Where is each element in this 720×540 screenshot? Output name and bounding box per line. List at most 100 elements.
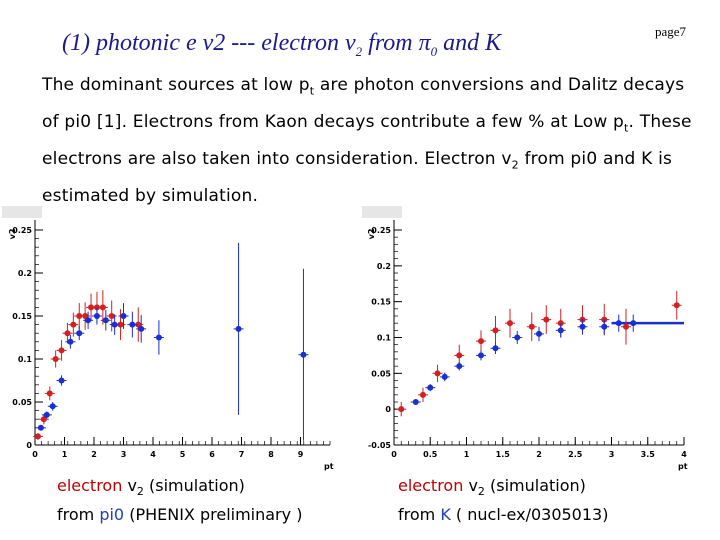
red-data-point: [70, 321, 77, 328]
red-data-point: [40, 416, 47, 423]
blue-data-point: [427, 384, 434, 391]
kaon-v2-plot: 0 0.5 1 1.5 2 2.5 3 3.5 4-0.0500.050.10.150.20.2…: [362, 206, 688, 471]
blue-data-point: [557, 327, 564, 334]
blue-data-point: [492, 345, 499, 352]
red-data-point: [456, 352, 463, 359]
red-data-point: [398, 406, 405, 413]
red-data-point: [88, 304, 95, 311]
x-tick-label: 3: [609, 450, 615, 459]
left-plot-caption: electron v2 (simulation) from pi0 (PHENI…: [57, 476, 303, 525]
page-number: page7: [655, 24, 687, 39]
red-data-point: [64, 330, 71, 337]
x-tick-label: 5: [180, 450, 186, 459]
y-tick-label: 0.25: [371, 226, 391, 235]
blue-data-point: [58, 377, 65, 384]
x-tick-label: 1.5: [496, 450, 511, 459]
blue-data-point: [601, 323, 608, 330]
red-data-point: [507, 320, 513, 327]
blue-data-point: [76, 330, 83, 337]
blue-data-point: [102, 317, 109, 324]
x-tick-label: 3: [121, 450, 127, 459]
blue-data-point: [235, 325, 242, 332]
x-tick-label: 1: [464, 450, 470, 459]
blue-data-point: [478, 352, 484, 359]
red-data-point: [34, 433, 41, 440]
y-tick-label: -0.05: [368, 441, 391, 450]
red-data-point: [623, 323, 629, 330]
blue-data-point: [300, 351, 307, 358]
y-tick-label: 0.05: [371, 369, 391, 378]
red-data-point: [420, 391, 426, 398]
y-tick-label: 0: [26, 441, 32, 450]
blue-data-point: [615, 320, 622, 327]
blue-data-point: [579, 323, 586, 330]
x-tick-label: 8: [268, 450, 274, 459]
blue-data-point: [111, 321, 118, 328]
axis-label-background: [2, 206, 42, 218]
red-data-point: [135, 321, 142, 328]
x-tick-label: 3.5: [641, 450, 656, 459]
y-tick-label: 0.1: [18, 355, 33, 364]
red-data-point: [478, 338, 484, 345]
red-data-point: [492, 327, 499, 334]
y-axis-title: v2: [367, 229, 376, 240]
y-tick-label: 0: [385, 405, 391, 414]
blue-data-point: [155, 334, 162, 341]
blue-data-point: [630, 320, 637, 327]
red-data-point: [434, 370, 441, 377]
slide-title: (1) photonic e v2 --- electron v2 from π…: [62, 30, 502, 59]
y-tick-label: 0.15: [371, 298, 391, 307]
x-axis-title: pt: [678, 462, 688, 471]
red-data-point: [76, 313, 83, 319]
red-data-point: [108, 313, 115, 319]
blue-data-point: [456, 363, 463, 370]
red-data-point: [528, 323, 535, 330]
blue-data-point: [138, 325, 145, 332]
x-axis-title: pt: [324, 462, 334, 471]
y-tick-label: 0.2: [18, 269, 32, 278]
blue-data-point: [441, 373, 448, 380]
x-tick-label: 4: [150, 450, 156, 459]
right-plot-caption: electron v2 (simulation) from K ( nucl-e…: [398, 476, 609, 525]
y-axis-title: v2: [8, 229, 17, 240]
red-data-point: [99, 304, 106, 311]
blue-data-point: [67, 338, 74, 345]
red-data-point: [673, 302, 680, 309]
red-data-point: [557, 320, 564, 327]
red-data-point: [82, 313, 89, 319]
y-tick-label: 0.25: [12, 226, 32, 235]
red-data-point: [543, 316, 550, 323]
x-tick-label: 7: [239, 450, 245, 459]
body-paragraph: The dominant sources at low pt are photo…: [42, 75, 692, 206]
red-data-point: [52, 356, 59, 362]
blue-data-point: [37, 424, 44, 431]
blue-data-point: [85, 317, 92, 324]
y-tick-label: 0.2: [377, 262, 391, 271]
x-tick-label: 1: [62, 450, 68, 459]
axis-label-background: [362, 206, 402, 218]
x-tick-label: 2: [91, 450, 97, 459]
y-tick-label: 0.15: [12, 312, 32, 321]
blue-data-point: [49, 403, 56, 410]
x-tick-label: 2.5: [568, 450, 583, 459]
y-tick-label: 0.05: [12, 398, 32, 407]
x-tick-label: 0: [391, 450, 397, 459]
red-data-point: [93, 304, 100, 311]
blue-data-point: [93, 313, 100, 319]
x-tick-label: 2: [536, 450, 542, 459]
blue-data-point: [536, 330, 542, 337]
y-tick-label: 0.1: [377, 334, 392, 343]
x-tick-label: 0.5: [423, 450, 438, 459]
x-tick-label: 6: [209, 450, 215, 459]
blue-data-point: [120, 313, 127, 319]
blue-data-point: [514, 334, 521, 341]
x-tick-label: 9: [298, 450, 304, 459]
x-tick-label: 4: [681, 450, 687, 459]
red-data-point: [46, 390, 53, 397]
red-data-point: [117, 321, 124, 328]
blue-data-point: [412, 399, 419, 405]
red-data-point: [58, 347, 65, 354]
blue-data-point: [129, 321, 136, 328]
x-tick-label: 0: [32, 450, 38, 459]
